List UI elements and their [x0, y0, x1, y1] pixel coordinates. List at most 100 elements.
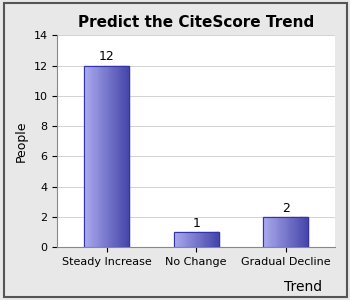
Bar	[296, 217, 297, 247]
Bar	[97, 66, 98, 247]
Bar	[93, 66, 95, 247]
Bar	[297, 217, 298, 247]
Bar	[304, 217, 305, 247]
Bar	[298, 217, 299, 247]
Bar	[210, 232, 211, 247]
Bar	[198, 232, 200, 247]
Bar	[217, 232, 219, 247]
Bar	[280, 217, 281, 247]
Bar	[282, 217, 284, 247]
Bar	[271, 217, 272, 247]
Y-axis label: People: People	[15, 121, 28, 162]
Bar	[92, 66, 93, 247]
Bar	[124, 66, 125, 247]
Bar	[104, 66, 106, 247]
Bar	[175, 232, 176, 247]
Bar	[209, 232, 210, 247]
Bar	[281, 217, 282, 247]
Bar	[86, 66, 88, 247]
Bar	[126, 66, 127, 247]
Bar	[195, 232, 196, 247]
Bar	[206, 232, 208, 247]
Bar	[107, 66, 108, 247]
Bar	[199, 232, 201, 247]
Bar	[103, 66, 105, 247]
Bar	[91, 66, 92, 247]
Bar	[268, 217, 269, 247]
Bar	[182, 232, 183, 247]
Bar	[181, 232, 182, 247]
Bar	[201, 232, 202, 247]
Bar	[284, 217, 285, 247]
Bar	[302, 217, 304, 247]
Bar	[114, 66, 116, 247]
Bar	[269, 217, 270, 247]
Bar	[100, 66, 101, 247]
Bar	[102, 66, 103, 247]
Bar	[116, 66, 117, 247]
Bar	[208, 232, 209, 247]
Bar	[293, 217, 294, 247]
Bar	[111, 66, 112, 247]
Bar	[127, 66, 128, 247]
Bar	[108, 66, 109, 247]
Bar	[118, 66, 119, 247]
Bar	[286, 217, 287, 247]
Bar	[185, 232, 186, 247]
Bar	[94, 66, 96, 247]
Bar	[90, 66, 91, 247]
Bar	[212, 232, 213, 247]
Bar	[85, 66, 86, 247]
Bar	[215, 232, 216, 247]
Bar	[174, 232, 219, 247]
Bar	[113, 66, 114, 247]
Bar	[273, 217, 275, 247]
Bar	[205, 232, 206, 247]
Bar	[125, 66, 126, 247]
Bar	[305, 217, 306, 247]
Bar	[213, 232, 214, 247]
Bar	[301, 217, 303, 247]
Text: 12: 12	[99, 50, 114, 63]
Bar	[202, 232, 203, 247]
Bar	[214, 232, 215, 247]
Bar	[270, 217, 271, 247]
Bar	[178, 232, 180, 247]
Bar	[211, 232, 212, 247]
Bar	[272, 217, 274, 247]
Bar	[285, 217, 286, 247]
Bar	[112, 66, 113, 247]
Bar	[277, 217, 278, 247]
Bar	[263, 217, 265, 247]
Bar	[98, 66, 99, 247]
Bar	[128, 66, 129, 247]
Text: 2: 2	[282, 202, 290, 215]
Bar	[89, 66, 90, 247]
Bar	[120, 66, 121, 247]
Bar	[288, 217, 289, 247]
Bar	[184, 232, 185, 247]
Bar	[174, 232, 219, 247]
Bar	[121, 66, 122, 247]
Bar	[265, 217, 266, 247]
Bar	[84, 66, 129, 247]
Bar	[197, 232, 198, 247]
Bar	[299, 217, 300, 247]
Bar	[290, 217, 292, 247]
Bar	[101, 66, 102, 247]
Bar	[203, 232, 204, 247]
Bar	[294, 217, 295, 247]
Bar	[117, 66, 118, 247]
Text: 1: 1	[192, 217, 200, 230]
Bar	[267, 217, 268, 247]
Bar	[263, 217, 308, 247]
Bar	[186, 232, 187, 247]
Bar	[84, 66, 85, 247]
Bar	[122, 66, 124, 247]
Bar	[291, 217, 293, 247]
Bar	[287, 217, 288, 247]
Bar	[187, 232, 188, 247]
Bar	[110, 66, 111, 247]
Bar	[174, 232, 175, 247]
Bar	[188, 232, 190, 247]
